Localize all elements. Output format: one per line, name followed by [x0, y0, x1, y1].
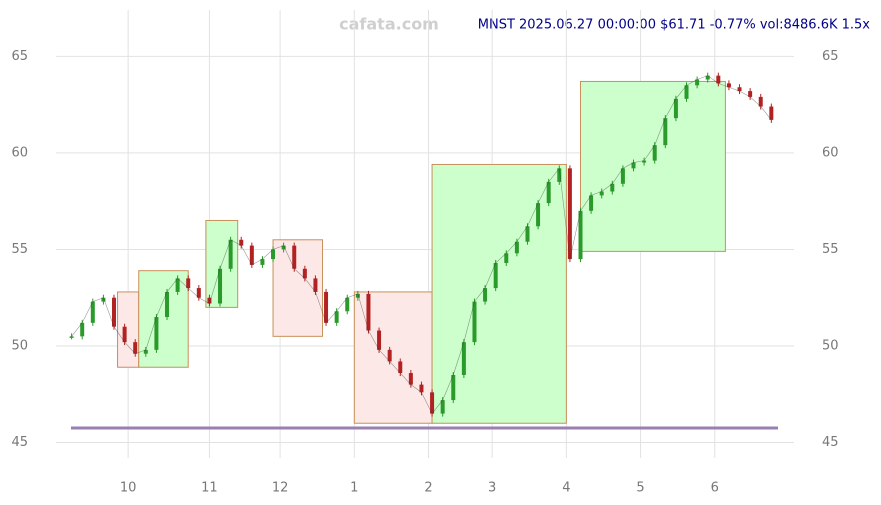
- candle: [440, 400, 445, 414]
- candle: [599, 191, 604, 196]
- candle: [514, 241, 519, 254]
- candle: [673, 98, 678, 119]
- candle: [355, 293, 360, 298]
- candle: [652, 145, 657, 161]
- candle: [769, 106, 774, 120]
- candle: [620, 168, 625, 184]
- candle: [218, 268, 223, 304]
- range-box: [579, 80, 726, 252]
- candle: [260, 259, 265, 265]
- candle: [578, 210, 583, 260]
- y-tick-label: 60: [11, 145, 28, 160]
- candle: [228, 239, 233, 269]
- x-tick-label: 1: [350, 481, 358, 496]
- candle: [483, 288, 488, 302]
- candle: [281, 245, 286, 250]
- candle: [366, 293, 371, 331]
- candle: [419, 384, 424, 393]
- candle: [684, 85, 689, 99]
- candle: [80, 322, 85, 337]
- candle: [377, 330, 382, 350]
- x-tick-label: 11: [201, 481, 218, 496]
- candle: [758, 96, 763, 107]
- candle: [398, 361, 403, 374]
- candle: [90, 301, 95, 323]
- x-tick-label: 3: [488, 481, 496, 496]
- candle: [557, 168, 562, 182]
- y-tick-label: 55: [822, 242, 839, 257]
- candle: [313, 278, 318, 292]
- close-line: [71, 75, 772, 415]
- candle: [154, 317, 159, 350]
- x-tick-label: 6: [711, 481, 719, 496]
- candle: [175, 278, 180, 292]
- candle: [408, 373, 413, 385]
- candle: [101, 297, 106, 302]
- candle: [112, 297, 117, 327]
- chart-title: MNST 2025.06.27 00:00:00 $61.71 -0.77% v…: [478, 18, 871, 33]
- candle: [737, 87, 742, 92]
- y-tick-label: 45: [822, 435, 839, 450]
- candle: [642, 160, 647, 163]
- candle: [546, 181, 551, 204]
- x-tick-label: 4: [562, 481, 570, 496]
- candle: [122, 326, 127, 343]
- candle: [239, 239, 244, 246]
- candle: [451, 374, 456, 401]
- candle: [345, 297, 350, 312]
- y-tick-label: 55: [11, 242, 28, 257]
- candle: [186, 278, 191, 289]
- candle: [69, 336, 74, 338]
- candle: [472, 301, 477, 343]
- candle: [207, 297, 212, 304]
- candle: [589, 195, 594, 211]
- candle: [133, 342, 138, 354]
- y-tick-label: 65: [822, 49, 839, 64]
- candle: [748, 91, 753, 97]
- candle: [334, 311, 339, 323]
- candle: [504, 253, 509, 263]
- y-tick-label: 60: [822, 145, 839, 160]
- candle: [663, 118, 668, 146]
- candle: [324, 291, 329, 323]
- candle: [631, 162, 636, 169]
- x-tick-label: 5: [636, 481, 644, 496]
- y-tick-label: 50: [11, 339, 28, 354]
- candle: [430, 392, 435, 414]
- candle: [461, 342, 466, 375]
- candle: [716, 75, 721, 84]
- y-tick-label: 65: [11, 49, 28, 64]
- x-tick-label: 10: [120, 481, 137, 496]
- y-tick-label: 50: [822, 339, 839, 354]
- candle: [143, 349, 148, 354]
- candle: [249, 245, 254, 265]
- candle: [726, 83, 731, 88]
- candle: [387, 349, 392, 362]
- candle: [196, 288, 201, 298]
- x-tick-label: 2: [424, 481, 432, 496]
- y-tick-label: 45: [11, 435, 28, 450]
- candle: [705, 75, 710, 80]
- candle: [302, 268, 307, 279]
- x-tick-label: 12: [272, 481, 289, 496]
- watermark: cafata.com: [339, 15, 439, 34]
- candle: [525, 226, 530, 242]
- candle: [567, 168, 572, 260]
- candle: [165, 291, 170, 318]
- range-box: [353, 291, 433, 424]
- candle: [695, 79, 700, 86]
- candle: [271, 249, 276, 260]
- candle: [493, 262, 498, 289]
- candle: [536, 203, 541, 227]
- candle: [292, 245, 297, 269]
- candle: [610, 183, 615, 192]
